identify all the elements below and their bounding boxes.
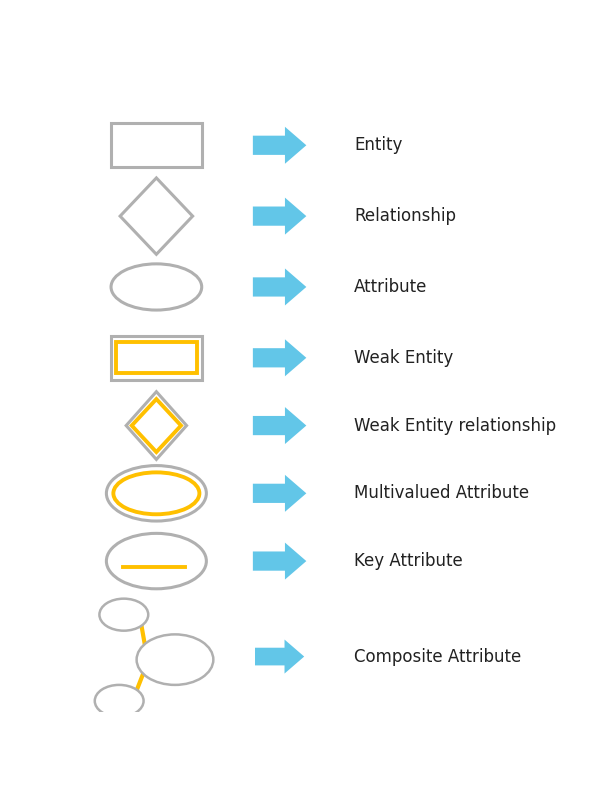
Text: Weak Entity relationship: Weak Entity relationship bbox=[354, 417, 556, 434]
Text: Composite Attribute: Composite Attribute bbox=[354, 647, 521, 666]
Ellipse shape bbox=[106, 534, 206, 589]
Text: Relationship: Relationship bbox=[354, 207, 456, 225]
Ellipse shape bbox=[95, 685, 143, 717]
Polygon shape bbox=[253, 542, 307, 579]
Ellipse shape bbox=[100, 598, 148, 630]
Text: Entity: Entity bbox=[354, 136, 403, 154]
Bar bbox=[111, 123, 202, 167]
Polygon shape bbox=[126, 392, 187, 459]
Polygon shape bbox=[253, 198, 307, 234]
Ellipse shape bbox=[106, 466, 206, 521]
Polygon shape bbox=[253, 475, 307, 512]
Polygon shape bbox=[253, 126, 307, 164]
Ellipse shape bbox=[113, 472, 199, 514]
Polygon shape bbox=[253, 407, 307, 444]
Ellipse shape bbox=[111, 264, 202, 310]
Bar bbox=[116, 342, 197, 373]
Polygon shape bbox=[255, 639, 304, 674]
Text: Weak Entity: Weak Entity bbox=[354, 349, 453, 366]
Polygon shape bbox=[253, 339, 307, 376]
Ellipse shape bbox=[137, 634, 214, 685]
Text: Attribute: Attribute bbox=[354, 278, 427, 296]
Polygon shape bbox=[132, 399, 181, 452]
Polygon shape bbox=[120, 178, 193, 254]
Bar bbox=[111, 336, 202, 380]
Text: Multivalued Attribute: Multivalued Attribute bbox=[354, 484, 529, 502]
Text: Key Attribute: Key Attribute bbox=[354, 552, 463, 570]
Polygon shape bbox=[253, 269, 307, 306]
